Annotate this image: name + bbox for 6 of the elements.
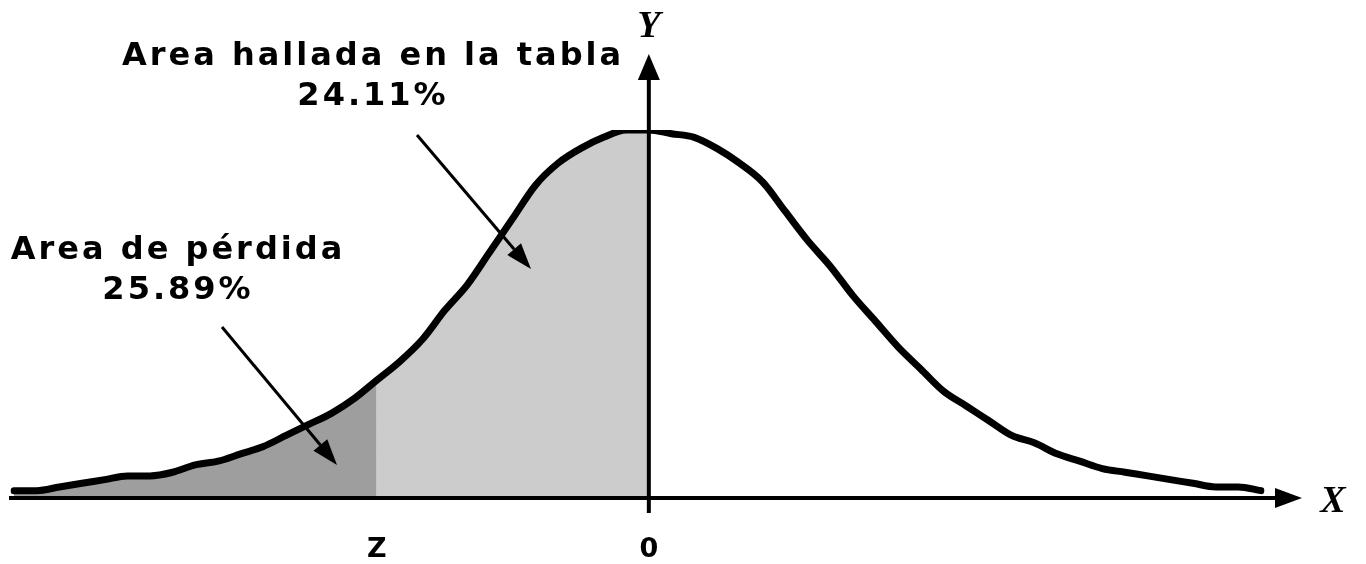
y-axis-title: Y bbox=[637, 2, 665, 45]
annotation: Area de pérdida 25.89% bbox=[10, 229, 346, 308]
text: Area hallada en la tabla 24.11% bbox=[121, 35, 625, 114]
x-axis-title: X bbox=[1319, 477, 1348, 520]
x-tick-label: 0 bbox=[639, 532, 659, 564]
x-tick-label: Z bbox=[366, 532, 387, 564]
